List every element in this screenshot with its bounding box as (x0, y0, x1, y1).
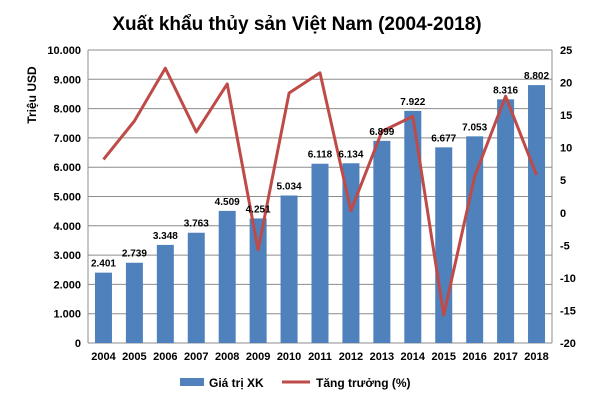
left-tick-label: 2.000 (53, 279, 81, 291)
bar (156, 244, 174, 343)
bar-value-label: 4.251 (246, 204, 271, 215)
y-axis-label: Triệu USD (25, 66, 39, 124)
bar-value-label: 7.922 (400, 97, 425, 108)
legend-label-bar: Giá trị XK (209, 376, 264, 390)
x-tick-label: 2010 (277, 351, 301, 363)
legend-label-line: Tăng trưởng (%) (316, 376, 411, 390)
x-tick-label: 2008 (215, 351, 239, 363)
bar (125, 262, 143, 343)
bar (280, 195, 298, 343)
bar-series (94, 85, 546, 343)
legend: Giá trị XK Tăng trưởng (%) (180, 376, 411, 390)
right-tick-label: -5 (560, 240, 570, 252)
right-tick-label: 0 (560, 208, 566, 220)
x-tick-label: 2013 (370, 351, 394, 363)
x-tick-label: 2007 (184, 351, 208, 363)
x-tick-label: 2004 (91, 351, 116, 363)
bar-value-label: 6.899 (369, 127, 394, 138)
x-tick-label: 2012 (339, 351, 363, 363)
left-tick-label: 8.000 (53, 104, 81, 116)
left-tick-label: 7.000 (53, 133, 81, 145)
bar-value-label: 4.509 (215, 197, 240, 208)
bar (497, 99, 515, 343)
right-tick-label: -15 (560, 305, 576, 317)
bar (342, 163, 360, 343)
left-axis-ticks: 0 1.000 2.000 3.000 4.000 5.000 6.000 7.000 8.00… (47, 45, 81, 350)
x-tick-label: 2005 (122, 351, 146, 363)
left-tick-label: 9.000 (53, 74, 81, 86)
bar (311, 163, 329, 343)
bar (373, 140, 391, 343)
data-labels: 2.401 2.739 3.348 3.763 4.509 4.251 5.034 6.118… (91, 71, 550, 270)
left-tick-label: 6.000 (53, 162, 81, 174)
bar-value-label: 2.401 (91, 259, 116, 270)
line-series (102, 66, 538, 317)
right-tick-label: 5 (560, 175, 566, 187)
left-tick-label: 5.000 (53, 192, 81, 204)
x-tick-label: 2006 (153, 351, 177, 363)
legend-swatch-bar (180, 378, 204, 386)
bar-value-label: 6.677 (431, 133, 456, 144)
bar (466, 136, 484, 343)
bar (94, 272, 112, 343)
bar (187, 232, 205, 343)
bar (528, 85, 546, 343)
right-tick-label: 20 (560, 78, 572, 90)
x-tick-label: 2016 (462, 351, 486, 363)
right-tick-label: 25 (560, 45, 572, 57)
x-tick-label: 2018 (524, 351, 548, 363)
bar-value-label: 5.034 (277, 182, 302, 193)
bar-value-label: 8.316 (493, 85, 518, 96)
left-tick-label: 1.000 (53, 309, 81, 321)
right-axis-ticks: -20 -15 -10 -5 0 5 10 15 20 25 (560, 45, 576, 350)
right-tick-label: 15 (560, 110, 572, 122)
bar-value-label: 3.348 (153, 231, 178, 242)
bar-value-label: 6.118 (308, 150, 333, 161)
x-tick-label: 2017 (493, 351, 517, 363)
x-tick-label: 2015 (431, 351, 455, 363)
left-tick-label: 0 (75, 338, 81, 350)
chart-title: Xuất khẩu thủy sản Việt Nam (2004-2018) (112, 14, 481, 35)
x-tick-label: 2011 (308, 351, 332, 363)
bar-value-label: 3.763 (184, 219, 209, 230)
growth-line (102, 66, 538, 317)
left-tick-label: 3.000 (53, 250, 81, 262)
x-axis-ticks: 2004 2005 2006 2007 2008 2009 2010 2011 2012 2013… (91, 351, 549, 363)
bar (249, 218, 267, 343)
bar-value-label: 7.053 (462, 122, 487, 133)
bar (404, 110, 422, 343)
x-tick-label: 2009 (246, 351, 270, 363)
bar (218, 210, 236, 343)
bar-value-label: 6.134 (338, 149, 363, 160)
bar-value-label: 8.802 (524, 71, 549, 82)
left-tick-label: 4.000 (53, 221, 81, 233)
bar-value-label: 2.739 (122, 249, 147, 260)
right-tick-label: -10 (560, 273, 576, 285)
x-tick-label: 2014 (401, 351, 426, 363)
right-tick-label: 10 (560, 143, 572, 155)
right-tick-label: -20 (560, 338, 576, 350)
left-tick-label: 10.000 (47, 45, 81, 57)
